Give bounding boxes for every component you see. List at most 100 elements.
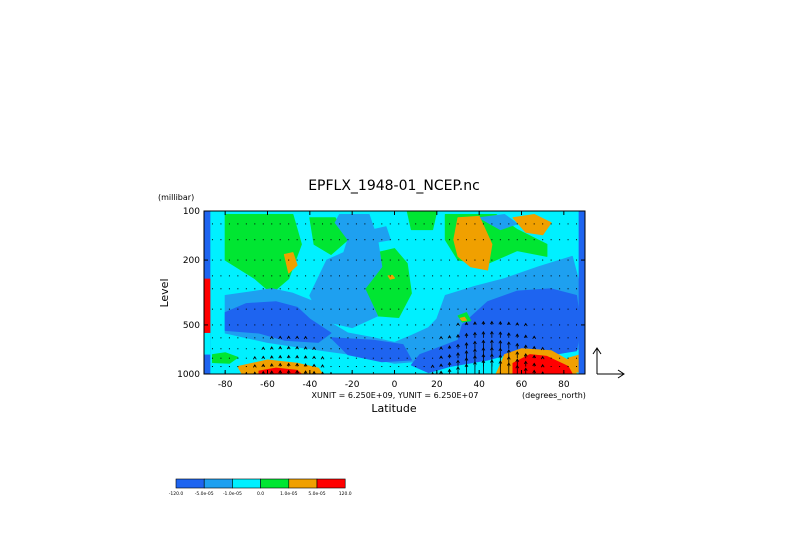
vector-arrow-412 — [499, 288, 501, 290]
vector-arrow-90 — [271, 324, 273, 326]
vector-arrow-456 — [533, 223, 535, 225]
vector-arrow-250 — [381, 366, 383, 368]
vector-arrow-202 — [347, 366, 349, 368]
vector-arrow-16 — [220, 288, 222, 290]
vector-arrow-420 — [508, 223, 510, 225]
y-axis: 100 200 500 1000 — [177, 207, 585, 380]
vector-arrow-124 — [296, 288, 298, 290]
x-tick-label: -80 — [218, 380, 233, 390]
vector-arrow-55 — [245, 337, 247, 339]
vector-arrow-438 — [515, 322, 520, 326]
vector-arrow-413 — [499, 308, 501, 310]
vector-arrow-346 — [447, 361, 452, 367]
vector-arrow-319 — [432, 337, 434, 339]
vector-arrow-476 — [540, 346, 545, 351]
plot-area — [204, 211, 585, 374]
vector-arrow-25 — [228, 239, 230, 241]
vector-arrow-297 — [415, 357, 417, 359]
vector-arrow-403 — [490, 330, 494, 338]
vector-arrow-207 — [355, 275, 357, 277]
vector-arrow-281 — [406, 308, 408, 310]
y-axis-unit: (millibar) — [158, 193, 194, 202]
vector-arrow-341 — [449, 308, 451, 310]
vector-arrow-445 — [525, 239, 527, 241]
vector-arrow-496 — [559, 288, 561, 290]
vector-arrow-444 — [525, 223, 527, 225]
vector-arrow-489 — [550, 357, 552, 359]
x-axis-label: Latitude — [371, 402, 417, 415]
vector-arrow-483 — [550, 275, 552, 277]
vector-units-label: XUNIT = 6.250E+09, YUNIT = 6.250E+07 — [312, 391, 479, 400]
vector-arrow-139 — [303, 335, 308, 340]
vector-arrow-103 — [278, 335, 283, 340]
vector-arrow-113 — [288, 308, 290, 310]
vector-arrow-300 — [423, 223, 425, 225]
vector-arrow-518 — [576, 259, 578, 261]
vector-arrow-166 — [320, 364, 325, 368]
vector-arrow-150 — [313, 324, 315, 326]
vector-arrow-501 — [559, 357, 561, 359]
vector-arrow-356 — [456, 343, 460, 349]
vector-arrow-293 — [415, 308, 417, 310]
vector-arrow-67 — [254, 337, 256, 339]
vector-arrow-450 — [523, 322, 528, 327]
vector-arrow-395 — [481, 359, 486, 374]
vector-arrow-37 — [237, 239, 239, 241]
x-tick-label: -20 — [345, 380, 360, 390]
vector-arrow-469 — [542, 239, 544, 241]
contour-region-10 — [330, 337, 412, 363]
contour-region-14 — [512, 214, 552, 236]
vector-arrow-339 — [449, 275, 451, 277]
vector-arrow-421 — [508, 239, 510, 241]
vector-arrow-1 — [211, 239, 213, 241]
vector-arrow-101 — [279, 308, 281, 310]
vector-arrow-5 — [211, 308, 213, 310]
vector-arrow-493 — [559, 239, 561, 241]
vector-arrow-345 — [447, 353, 452, 359]
vector-arrow-390 — [481, 320, 486, 325]
vector-arrow-248 — [381, 348, 383, 350]
vector-arrow-54 — [245, 324, 247, 326]
vector-arrow-158 — [322, 259, 324, 261]
vector-arrow-349 — [457, 239, 459, 241]
vector-arrow-108 — [288, 223, 290, 225]
x-tick-label: -40 — [302, 380, 317, 390]
vector-arrow-391 — [481, 331, 486, 338]
x-tick-label: 20 — [431, 380, 443, 390]
vector-arrow-36 — [237, 223, 239, 225]
vector-arrow-477 — [540, 355, 545, 360]
legend-label-2: -1.0e-05 — [223, 491, 242, 497]
vector-arrow-436 — [516, 288, 518, 290]
vector-arrow-273 — [398, 357, 400, 359]
x-tick-label: -60 — [260, 380, 275, 390]
legend-swatch-5 — [316, 478, 346, 489]
vector-arrow-488 — [550, 348, 552, 350]
reference-vector-vertical-head — [592, 347, 602, 355]
vector-arrow-13 — [220, 239, 222, 241]
vector-arrow-88 — [271, 288, 273, 290]
vector-arrow-290 — [415, 259, 417, 261]
vector-arrow-87 — [271, 275, 273, 277]
vector-arrow-475 — [542, 337, 544, 339]
vector-arrow-316 — [432, 288, 434, 290]
y-axis-label: Level — [158, 278, 171, 307]
vector-arrow-195 — [347, 275, 349, 277]
vector-arrow-241 — [381, 239, 383, 241]
vector-arrow-29 — [228, 308, 230, 310]
vector-arrow-14 — [220, 259, 222, 261]
vector-arrow-236 — [372, 348, 374, 350]
vector-arrow-264 — [398, 223, 400, 225]
vector-arrow-132 — [305, 223, 307, 225]
vector-arrow-78 — [262, 324, 264, 326]
vector-arrow-63 — [254, 275, 256, 277]
vector-arrow-415 — [498, 331, 503, 338]
vector-arrow-80 — [261, 346, 266, 350]
vector-arrow-243 — [381, 275, 383, 277]
vector-arrow-200 — [347, 348, 349, 350]
vector-arrow-274 — [398, 366, 400, 368]
vector-arrow-407 — [490, 359, 494, 374]
vector-arrow-331 — [439, 335, 443, 340]
vector-arrow-245 — [381, 308, 383, 310]
vector-arrow-267 — [398, 275, 400, 277]
vector-arrow-209 — [355, 308, 357, 310]
